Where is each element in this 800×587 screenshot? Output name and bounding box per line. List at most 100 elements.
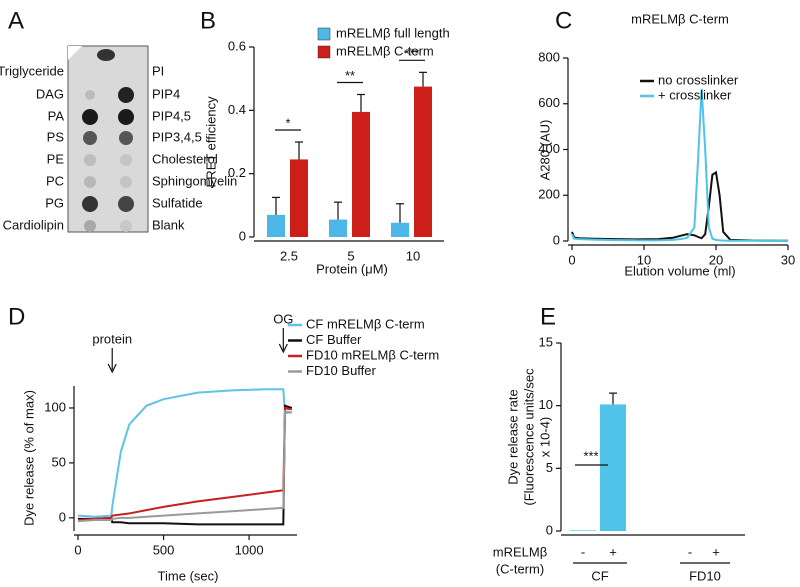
y-tick-label: 0 (239, 228, 246, 243)
bar (391, 222, 409, 237)
bar (414, 86, 432, 237)
blot-dot (84, 176, 96, 188)
blot-dot (97, 49, 115, 61)
x-tick-label: 1000 (235, 542, 264, 557)
legend-swatch (317, 27, 331, 41)
blot-dot (118, 87, 134, 103)
y-tick-label: 0 (59, 509, 66, 524)
lipid-label: Sphingomyelin (152, 173, 237, 188)
lipid-label: Blank (152, 217, 185, 232)
panel-letter: D (8, 303, 25, 330)
blot-membrane (67, 45, 149, 233)
legend-label: FD10 Buffer (306, 363, 377, 378)
legend-label: + crosslinker (658, 87, 732, 102)
y-tick-label: 100 (44, 399, 66, 414)
lipid-label: PI (152, 63, 164, 78)
x-tick-label: - (581, 544, 585, 559)
x-axis-label: Time (sec) (158, 568, 219, 583)
panel-letter: A (8, 7, 24, 34)
y-axis-label: Dye release rate (505, 389, 520, 484)
series-line (77, 388, 292, 518)
series-line (571, 88, 788, 242)
series-line (571, 170, 789, 242)
lipid-label: Cholesterol (152, 151, 218, 166)
annotation-arrowhead (107, 363, 117, 374)
series-line (77, 409, 292, 523)
annotation: OG (273, 311, 293, 326)
y-tick-label: 15 (539, 334, 553, 349)
blot-dot (82, 196, 98, 212)
x-tick-label: - (688, 544, 692, 559)
lipid-label: PIP3,4,5 (152, 129, 202, 144)
lipid-label: Sulfatide (152, 195, 203, 210)
legend-label: CF mRELMβ C-term (306, 316, 425, 331)
blot-dot (119, 131, 133, 145)
annotation-arrowhead (278, 343, 288, 354)
blot-corner (68, 46, 82, 60)
significance-label: ** (345, 68, 355, 83)
y-axis-label: FRET efficiency (203, 96, 218, 188)
bar (352, 111, 370, 237)
blot-dot (84, 154, 96, 166)
y-tick-label: 0.2 (228, 165, 246, 180)
x-tick-label: 20 (709, 252, 723, 267)
x-axis-label: Protein (μM) (316, 261, 388, 276)
chart-title: mRELMβ C-term (631, 11, 729, 26)
legend-swatch (317, 45, 331, 59)
y-axis-label: x 10-4) (537, 417, 552, 457)
series-line (77, 406, 292, 522)
blot-dot (83, 131, 97, 145)
legend-label: FD10 mRELMβ C-term (306, 347, 439, 362)
y-tick-label: 50 (52, 454, 66, 469)
y-tick-label: 0.6 (228, 38, 246, 53)
blot-dot (84, 220, 96, 232)
y-tick-label: 5 (546, 460, 553, 475)
x-tick-label: 0 (74, 542, 81, 557)
bar (267, 214, 285, 237)
y-tick-label: 10 (539, 397, 553, 412)
bar (600, 404, 626, 531)
blot-dot (120, 154, 132, 166)
blot-dot (85, 90, 95, 100)
panel-letter: B (200, 7, 216, 34)
panel-letter: C (555, 7, 572, 34)
bar (570, 530, 596, 531)
bar (329, 219, 347, 237)
row-label: mRELMβ (493, 544, 547, 559)
y-axis-label: (Fluorescence units/sec (521, 368, 536, 506)
lipid-label: DAG (36, 86, 64, 101)
lipid-label: PS (47, 129, 65, 144)
x-axis-label: Elution volume (ml) (624, 263, 735, 278)
y-tick-label: 0.4 (228, 102, 246, 117)
significance-label: * (285, 115, 290, 130)
panel-letter: E (540, 303, 556, 330)
lipid-label: PA (48, 108, 65, 123)
x-tick-label: 2.5 (280, 248, 298, 263)
x-tick-label: + (609, 544, 617, 559)
y-tick-label: 600 (538, 95, 560, 110)
legend-label: mRELMβ full length (336, 25, 450, 40)
y-tick-label: 400 (538, 141, 560, 156)
lipid-label: PIP4,5 (152, 108, 191, 123)
y-tick-label: 0 (546, 522, 553, 537)
y-tick-label: 0 (553, 232, 560, 247)
x-tick-label: 500 (153, 542, 175, 557)
lipid-label: Cardiolipin (3, 217, 64, 232)
annotation: protein (92, 331, 132, 346)
group-label: CF (591, 568, 608, 583)
blot-dot (118, 196, 134, 212)
blot-dot (118, 109, 134, 125)
significance-label: *** (583, 448, 598, 463)
blot-dot (82, 109, 98, 125)
legend-label: CF Buffer (306, 332, 362, 347)
y-axis-label: A280 (AU) (537, 120, 552, 181)
y-tick-label: 200 (538, 187, 560, 202)
x-tick-label: 0 (568, 252, 575, 267)
x-tick-label: 30 (781, 252, 795, 267)
x-tick-label: 10 (637, 252, 651, 267)
lipid-label: PE (47, 151, 65, 166)
legend-label: no crosslinker (658, 72, 739, 87)
y-axis-label: Dye release (% of max) (21, 390, 36, 526)
lipid-label: Triglyceride (0, 63, 64, 78)
